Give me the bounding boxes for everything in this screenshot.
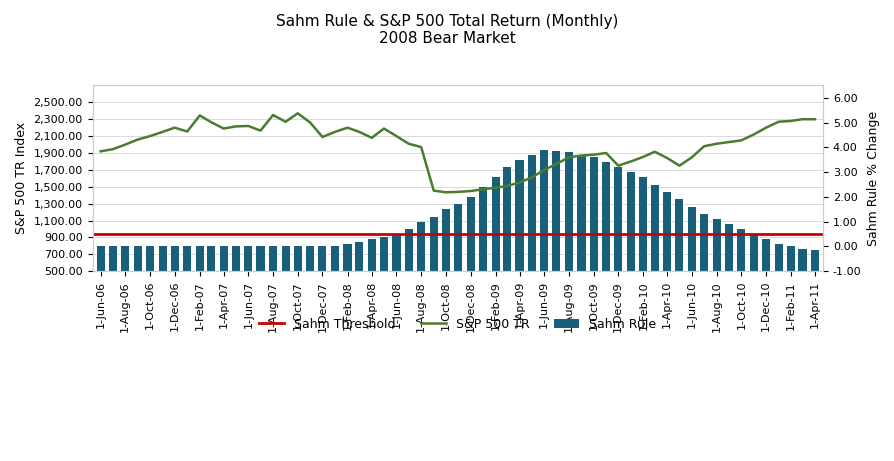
Bar [269, 247, 277, 271]
Bar [712, 219, 720, 271]
Bar [134, 247, 142, 271]
Bar [171, 247, 179, 271]
Bar [552, 151, 560, 271]
Bar [577, 155, 585, 271]
Bar [602, 162, 610, 271]
Bar [282, 247, 290, 271]
Line: S&P 500 TR: S&P 500 TR [100, 113, 814, 192]
Bar [773, 244, 781, 271]
Bar [219, 247, 227, 271]
Bar [761, 239, 769, 271]
Bar [257, 247, 265, 271]
Bar [331, 247, 339, 271]
Bar [146, 247, 154, 271]
Bar [454, 204, 462, 271]
Bar [564, 152, 572, 271]
Bar [810, 250, 818, 271]
Bar [502, 167, 510, 271]
Bar [662, 192, 670, 271]
Bar [293, 247, 301, 271]
Bar [232, 247, 240, 271]
Bar [527, 155, 536, 271]
Bar [466, 197, 474, 271]
Y-axis label: S&P 500 TR Index: S&P 500 TR Index [15, 122, 28, 234]
Y-axis label: Sahm Rule % Change: Sahm Rule % Change [866, 111, 879, 246]
Bar [392, 234, 401, 271]
Bar [158, 247, 166, 271]
Bar [244, 247, 252, 271]
Bar [724, 224, 732, 271]
Bar [638, 177, 646, 271]
Bar [699, 214, 707, 271]
Bar [207, 247, 215, 271]
Legend: Sahm Threshold, S&P 500 TR, Sahm Rule: Sahm Threshold, S&P 500 TR, Sahm Rule [254, 313, 661, 336]
Text: Sahm Rule & S&P 500 Total Return (Monthly)
2008 Bear Market: Sahm Rule & S&P 500 Total Return (Monthl… [276, 14, 618, 46]
Bar [417, 222, 425, 271]
Bar [355, 242, 363, 271]
Bar [343, 244, 351, 271]
Bar [429, 217, 437, 271]
Bar [797, 249, 805, 271]
Bar [491, 177, 499, 271]
Bar [613, 167, 621, 271]
Bar [442, 209, 450, 271]
Bar [478, 187, 486, 271]
Bar [737, 229, 745, 271]
Bar [675, 200, 683, 271]
Bar [404, 229, 412, 271]
Bar [108, 247, 117, 271]
Bar [306, 247, 314, 271]
Bar [650, 184, 658, 271]
Bar [121, 247, 130, 271]
Bar [626, 172, 634, 271]
Bar [379, 236, 388, 271]
Bar [540, 150, 548, 271]
Bar [589, 157, 597, 271]
Bar [196, 247, 204, 271]
Bar [318, 247, 326, 271]
Bar [183, 247, 191, 271]
Bar [367, 239, 375, 271]
Bar [97, 247, 105, 271]
Bar [749, 234, 757, 271]
Bar [786, 247, 794, 271]
Bar [687, 207, 696, 271]
Bar [515, 160, 523, 271]
